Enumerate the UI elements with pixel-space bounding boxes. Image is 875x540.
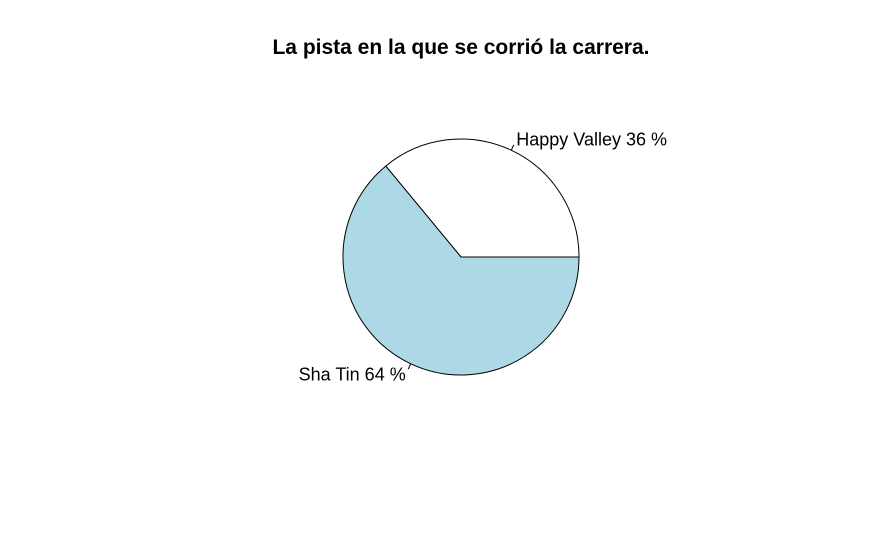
pie-slice-label: Sha Tin 64 % — [299, 364, 406, 384]
pie-slice-sha-tin — [342, 165, 580, 376]
chart-title: La pista en la que se corrió la carrera. — [272, 36, 650, 59]
pie-slice-label: Happy Valley 36 % — [516, 130, 667, 150]
pie-label-tick — [407, 363, 412, 370]
pie-label-tick — [510, 144, 515, 151]
